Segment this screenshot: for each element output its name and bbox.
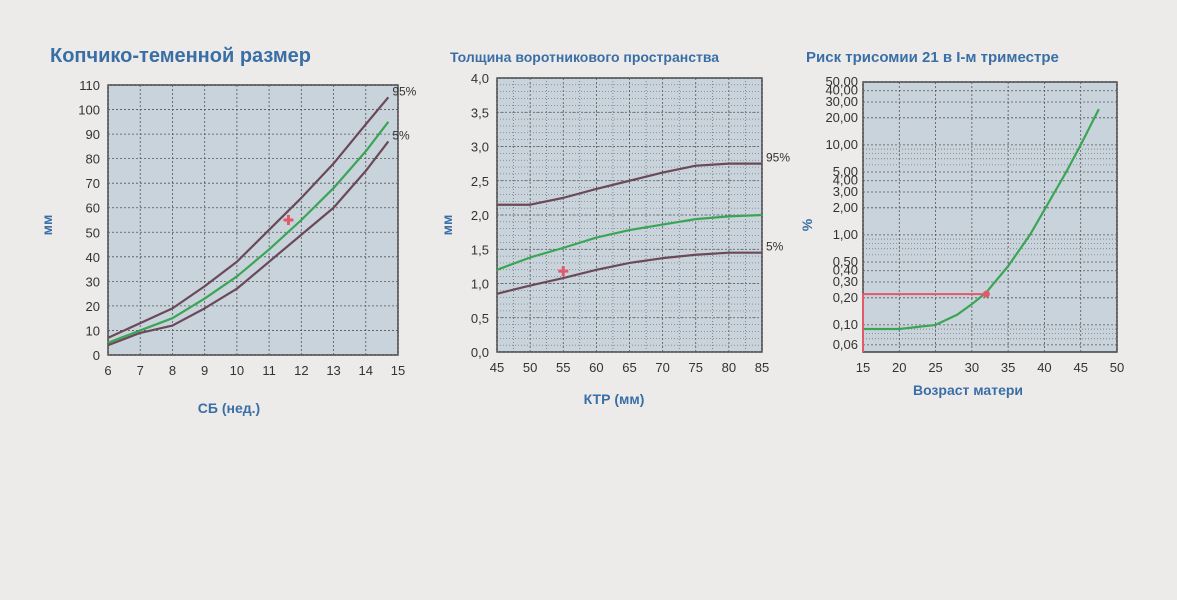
series-line — [497, 162, 762, 206]
y-tick-label: 1,0 — [471, 277, 489, 292]
x-tick-label: 80 — [722, 360, 736, 375]
marker-point — [982, 290, 990, 298]
x-tick-label: 30 — [965, 360, 979, 375]
x-tick-label: 35 — [1001, 360, 1015, 375]
series-label: 5% — [766, 240, 784, 254]
y-tick-label: 2,5 — [471, 174, 489, 189]
series-line — [496, 251, 762, 295]
x-tick-label: 14 — [359, 363, 373, 378]
y-tick-label: 3,0 — [471, 140, 489, 155]
series-line — [863, 108, 1100, 331]
y-tick-label: 5,00 — [833, 164, 858, 179]
y-tick-label: 50 — [86, 225, 100, 240]
y-tick-label: 0 — [93, 348, 100, 363]
chart-crl-xlabel: СБ (нед.) — [198, 400, 260, 416]
y-tick-label: 2,00 — [833, 200, 858, 215]
x-tick-label: 20 — [892, 360, 906, 375]
chart-crl: Копчико-теменной размер СБ (нед.) мм 6 7 8… — [39, 45, 417, 416]
chart-t21-title: Риск трисомии 21 в I-м триместре — [806, 49, 1059, 66]
x-tick-label: 50 — [1110, 360, 1124, 375]
x-tick-label: 15 — [856, 360, 870, 375]
chart-t21-ylabel: % — [799, 218, 815, 231]
x-tick-label: 55 — [556, 360, 570, 375]
series-label: 95% — [392, 84, 416, 98]
chart-t21-risk: Риск трисомии 21 в I-м триместре Возраст… — [799, 49, 1124, 398]
x-tick-label: 9 — [201, 363, 208, 378]
y-tick-label: 10 — [86, 323, 100, 338]
plot-area — [862, 81, 1118, 353]
y-tick-label: 4,0 — [471, 71, 489, 86]
y-tick-label: 30 — [86, 274, 100, 289]
y-tick-label: 80 — [86, 152, 100, 167]
y-tick-label: 40 — [86, 250, 100, 265]
x-tick-label: 10 — [230, 363, 244, 378]
y-tick-label: 0,20 — [833, 290, 858, 305]
x-tick-label: 40 — [1037, 360, 1051, 375]
y-tick-label: 110 — [79, 78, 100, 93]
series-line — [496, 213, 763, 271]
chart-crl-title: Копчико-теменной размер — [50, 45, 311, 67]
y-tick-label: 10,00 — [825, 137, 858, 152]
x-tick-label: 25 — [928, 360, 942, 375]
y-tick-label: 4,00 — [833, 173, 858, 188]
series-line — [107, 96, 390, 339]
x-tick-label: 75 — [689, 360, 703, 375]
y-tick-label: 90 — [86, 127, 100, 142]
series-label: 95% — [766, 151, 790, 165]
y-tick-label: 1,00 — [833, 227, 858, 242]
x-tick-label: 6 — [104, 363, 111, 378]
y-tick-label: 50,00 — [825, 74, 858, 89]
series-line — [107, 140, 390, 347]
x-tick-label: 45 — [490, 360, 504, 375]
chart-nt-title: Толщина воротникового пространства — [450, 49, 719, 65]
x-tick-label: 85 — [755, 360, 769, 375]
y-tick-label: 2,0 — [471, 208, 489, 223]
y-tick-label: 3,5 — [471, 105, 489, 120]
chart-t21-xlabel: Возраст матери — [913, 382, 1023, 398]
x-tick-label: 65 — [622, 360, 636, 375]
marker-point — [283, 215, 294, 225]
y-tick-label: 100 — [78, 103, 100, 118]
y-tick-label: 30,00 — [825, 94, 858, 109]
y-tick-label: 0,30 — [833, 274, 858, 289]
x-tick-label: 50 — [523, 360, 537, 375]
x-tick-label: 12 — [294, 363, 308, 378]
y-tick-label: 0,10 — [833, 317, 858, 332]
y-tick-label: 40,00 — [825, 83, 858, 98]
x-tick-label: 11 — [262, 363, 276, 378]
x-tick-label: 60 — [589, 360, 603, 375]
y-tick-label: 20 — [86, 299, 100, 314]
y-tick-label: 0,0 — [471, 345, 489, 360]
series-label: 5% — [392, 128, 410, 142]
chart-crl-ylabel: мм — [39, 215, 55, 236]
y-tick-label: 0,40 — [833, 263, 858, 278]
x-tick-label: 13 — [326, 363, 340, 378]
y-tick-label: 0,5 — [471, 311, 489, 326]
risk-guide-line — [862, 293, 987, 352]
chart-nt-ylabel: мм — [439, 215, 455, 236]
chart-nt-xlabel: КТР (мм) — [584, 391, 645, 407]
x-tick-label: 70 — [655, 360, 669, 375]
x-tick-label: 45 — [1073, 360, 1087, 375]
y-tick-label: 60 — [86, 201, 100, 216]
series-line — [107, 121, 390, 344]
y-tick-label: 0,50 — [833, 254, 858, 269]
y-tick-label: 0,06 — [833, 337, 858, 352]
x-tick-label: 8 — [169, 363, 176, 378]
marker-point — [558, 266, 569, 277]
x-tick-label: 15 — [391, 363, 405, 378]
y-tick-label: 3,00 — [833, 184, 858, 199]
y-tick-label: 70 — [86, 176, 100, 191]
x-tick-label: 7 — [137, 363, 144, 378]
chart-nt: Толщина воротникового пространства КТР (… — [439, 49, 790, 407]
y-tick-label: 1,5 — [471, 242, 489, 257]
y-tick-label: 20,00 — [825, 110, 858, 125]
plot-area — [107, 84, 399, 356]
